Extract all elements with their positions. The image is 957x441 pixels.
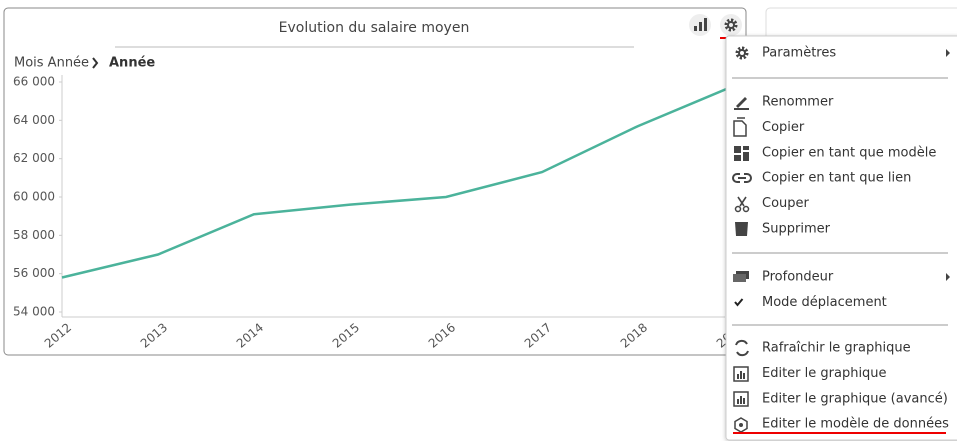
menu-item[interactable]: Paramètres	[762, 46, 836, 61]
context-menu: Paramètres Renommer Copier Copier en tant q…	[725, 35, 957, 441]
chart-title: Evolution du salaire moyen	[279, 20, 470, 36]
menu-item[interactable]: Profondeur	[762, 270, 834, 285]
menu-item[interactable]: Copier	[762, 120, 805, 135]
menu-item[interactable]: Couper	[762, 196, 810, 211]
menu-item[interactable]: Supprimer	[762, 222, 831, 237]
stats-button[interactable]	[689, 14, 711, 36]
y-tick-label: 54 000	[13, 305, 55, 319]
y-tick-label: 56 000	[13, 266, 55, 280]
menu-item[interactable]: Mode déplacement	[762, 295, 887, 310]
y-tick-label: 64 000	[13, 113, 55, 127]
breadcrumb-chevron	[92, 57, 99, 69]
y-tick-label: 60 000	[13, 190, 55, 204]
menu-item[interactable]: Editer le graphique	[762, 366, 887, 381]
menu-item[interactable]: Rafraîchir le graphique	[762, 341, 911, 356]
menu-item[interactable]: Copier en tant que lien	[762, 171, 911, 186]
menu-item[interactable]: Copier en tant que modèle	[762, 145, 936, 160]
y-tick-label: 66 000	[13, 75, 55, 89]
settings-button[interactable]	[720, 14, 742, 36]
breadcrumb-parent[interactable]: Mois Année	[14, 56, 89, 71]
data-line	[61, 84, 735, 279]
breadcrumb-current: Année	[109, 56, 155, 71]
menu-item[interactable]: Editer le graphique (avancé)	[762, 391, 948, 406]
menu-item[interactable]: Editer le modèle de données	[762, 417, 949, 432]
y-tick-label: 58 000	[13, 228, 55, 242]
y-tick-label: 62 000	[13, 151, 55, 165]
menu-item[interactable]: Renommer	[762, 95, 834, 110]
